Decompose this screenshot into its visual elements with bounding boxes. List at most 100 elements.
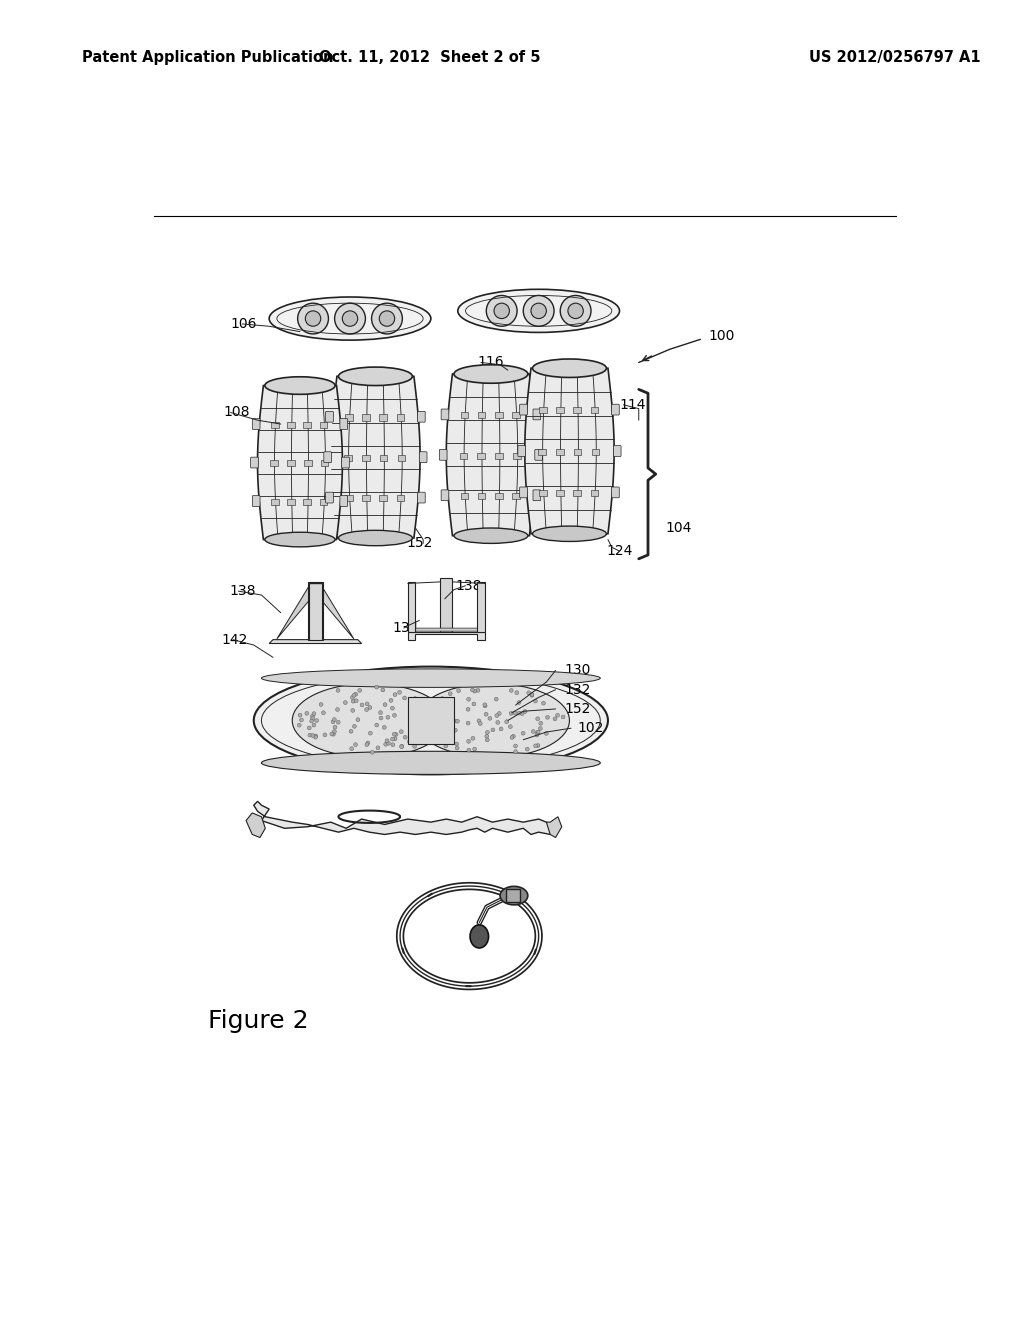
Circle shape <box>384 742 388 746</box>
Circle shape <box>513 711 517 715</box>
Circle shape <box>403 735 408 739</box>
Text: 132: 132 <box>565 682 591 697</box>
Circle shape <box>394 733 398 737</box>
Circle shape <box>471 737 475 741</box>
Bar <box>573 449 582 455</box>
FancyBboxPatch shape <box>611 404 620 414</box>
Circle shape <box>360 704 364 706</box>
Circle shape <box>356 718 359 722</box>
Text: 108: 108 <box>223 405 250 420</box>
Circle shape <box>496 721 500 725</box>
Circle shape <box>521 731 525 735</box>
Circle shape <box>545 731 548 735</box>
Polygon shape <box>408 697 454 743</box>
Circle shape <box>505 719 509 723</box>
Circle shape <box>331 719 335 723</box>
Bar <box>271 422 279 428</box>
Bar <box>556 449 563 455</box>
FancyBboxPatch shape <box>518 446 525 457</box>
Bar <box>496 453 503 459</box>
Circle shape <box>454 729 458 733</box>
Circle shape <box>382 726 386 729</box>
Circle shape <box>352 725 356 729</box>
Bar <box>303 422 311 428</box>
Circle shape <box>386 742 390 746</box>
Ellipse shape <box>454 364 528 383</box>
Polygon shape <box>446 374 536 536</box>
Text: 138: 138 <box>456 578 482 593</box>
Circle shape <box>525 747 529 751</box>
FancyBboxPatch shape <box>534 490 541 500</box>
Circle shape <box>369 731 373 735</box>
Text: 100: 100 <box>708 329 734 342</box>
Bar <box>362 414 370 421</box>
Circle shape <box>449 738 453 742</box>
Circle shape <box>375 723 379 727</box>
Ellipse shape <box>292 684 446 758</box>
Circle shape <box>408 739 412 743</box>
Bar <box>573 490 581 496</box>
Bar <box>591 490 598 496</box>
Circle shape <box>371 750 374 754</box>
Text: Patent Application Publication: Patent Application Publication <box>82 50 334 65</box>
Circle shape <box>485 738 489 742</box>
Polygon shape <box>309 586 354 639</box>
Circle shape <box>499 727 503 731</box>
Ellipse shape <box>458 289 620 333</box>
Circle shape <box>366 741 370 744</box>
Bar <box>539 490 547 496</box>
Circle shape <box>393 693 397 697</box>
Circle shape <box>298 713 302 717</box>
Bar <box>396 414 404 421</box>
Bar <box>461 492 468 499</box>
Circle shape <box>381 688 385 692</box>
Bar <box>287 461 295 466</box>
Circle shape <box>440 697 444 701</box>
Circle shape <box>311 734 314 738</box>
Bar <box>361 455 370 461</box>
Circle shape <box>299 718 303 722</box>
Circle shape <box>473 689 476 693</box>
Circle shape <box>535 733 539 737</box>
Circle shape <box>470 688 474 692</box>
Text: 116: 116 <box>477 355 504 370</box>
Circle shape <box>330 733 334 737</box>
Circle shape <box>350 696 354 700</box>
Circle shape <box>349 730 353 733</box>
Circle shape <box>537 743 540 747</box>
Circle shape <box>417 727 421 730</box>
Circle shape <box>350 747 353 751</box>
Ellipse shape <box>494 304 509 318</box>
Circle shape <box>410 735 414 739</box>
Circle shape <box>511 734 515 738</box>
FancyBboxPatch shape <box>418 412 425 422</box>
FancyBboxPatch shape <box>534 409 541 420</box>
Circle shape <box>537 730 540 734</box>
Bar <box>591 408 598 413</box>
Polygon shape <box>307 582 323 640</box>
Circle shape <box>556 713 559 717</box>
Circle shape <box>443 729 447 733</box>
Circle shape <box>477 719 481 723</box>
Polygon shape <box>440 578 453 632</box>
Circle shape <box>438 714 442 718</box>
Circle shape <box>402 696 407 700</box>
Bar <box>506 890 520 902</box>
Ellipse shape <box>486 296 517 326</box>
FancyBboxPatch shape <box>342 457 349 469</box>
Circle shape <box>457 689 461 693</box>
Circle shape <box>526 690 530 694</box>
Circle shape <box>375 685 379 689</box>
Circle shape <box>483 704 487 708</box>
Circle shape <box>473 747 476 751</box>
Circle shape <box>333 718 336 722</box>
Circle shape <box>523 710 527 713</box>
FancyBboxPatch shape <box>535 449 543 461</box>
FancyBboxPatch shape <box>519 404 527 414</box>
Bar <box>573 408 581 413</box>
Circle shape <box>312 711 315 715</box>
Circle shape <box>307 726 311 730</box>
Circle shape <box>466 721 470 725</box>
Bar <box>270 461 278 466</box>
Circle shape <box>336 721 340 725</box>
